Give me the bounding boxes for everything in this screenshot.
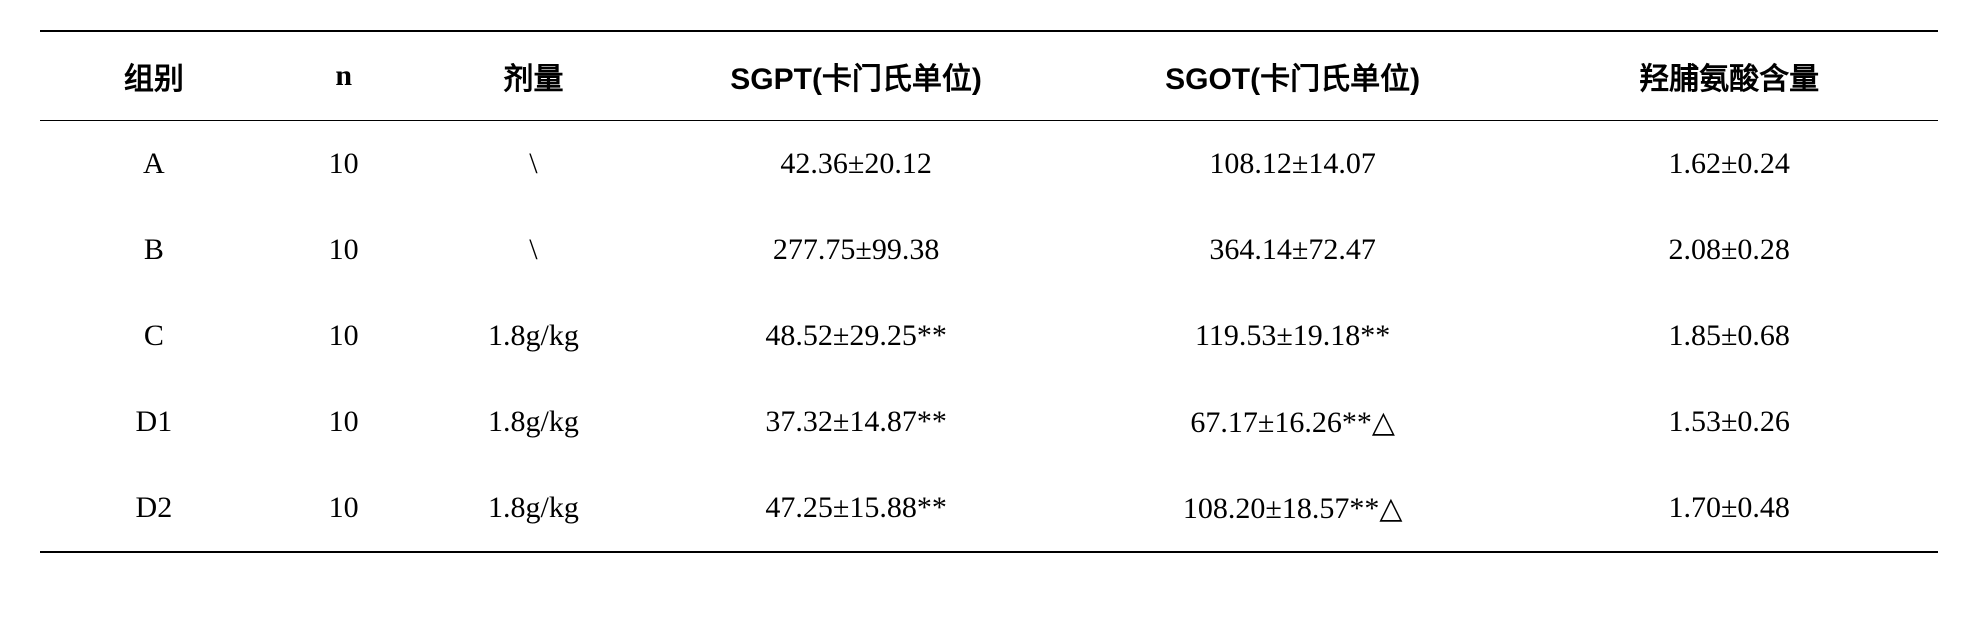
cell-hyp: 2.08±0.28 xyxy=(1520,207,1938,293)
cell-dose: 1.8g/kg xyxy=(420,293,648,379)
cell-sgot: 119.53±19.18** xyxy=(1065,293,1521,379)
col-header-hyp: 羟脯氨酸含量 xyxy=(1520,31,1938,121)
table-row: C 10 1.8g/kg 48.52±29.25** 119.53±19.18*… xyxy=(40,293,1938,379)
col-header-sgot: SGOT(卡门氏单位) xyxy=(1065,31,1521,121)
cell-dose: 1.8g/kg xyxy=(420,379,648,465)
table-body: A 10 \ 42.36±20.12 108.12±14.07 1.62±0.2… xyxy=(40,121,1938,553)
table-row: D1 10 1.8g/kg 37.32±14.87** 67.17±16.26*… xyxy=(40,379,1938,465)
cell-group: A xyxy=(40,121,268,208)
cell-n: 10 xyxy=(268,293,420,379)
cell-dose: \ xyxy=(420,121,648,208)
table-row: B 10 \ 277.75±99.38 364.14±72.47 2.08±0.… xyxy=(40,207,1938,293)
cell-group: C xyxy=(40,293,268,379)
cell-sgot: 67.17±16.26**△ xyxy=(1065,379,1521,465)
col-header-n: n xyxy=(268,31,420,121)
cell-n: 10 xyxy=(268,379,420,465)
cell-sgot: 108.20±18.57**△ xyxy=(1065,465,1521,552)
cell-sgpt: 47.25±15.88** xyxy=(647,465,1065,552)
cell-sgpt: 37.32±14.87** xyxy=(647,379,1065,465)
cell-dose: \ xyxy=(420,207,648,293)
cell-sgot: 108.12±14.07 xyxy=(1065,121,1521,208)
data-table: 组别 n 剂量 SGPT(卡门氏单位) SGOT(卡门氏单位) 羟脯氨酸含量 A… xyxy=(40,30,1938,553)
cell-dose: 1.8g/kg xyxy=(420,465,648,552)
cell-n: 10 xyxy=(268,121,420,208)
col-header-sgpt: SGPT(卡门氏单位) xyxy=(647,31,1065,121)
cell-hyp: 1.62±0.24 xyxy=(1520,121,1938,208)
table-row: D2 10 1.8g/kg 47.25±15.88** 108.20±18.57… xyxy=(40,465,1938,552)
col-header-group: 组别 xyxy=(40,31,268,121)
table-header-row: 组别 n 剂量 SGPT(卡门氏单位) SGOT(卡门氏单位) 羟脯氨酸含量 xyxy=(40,31,1938,121)
cell-group: D2 xyxy=(40,465,268,552)
cell-sgpt: 277.75±99.38 xyxy=(647,207,1065,293)
col-header-dose: 剂量 xyxy=(420,31,648,121)
cell-sgpt: 48.52±29.25** xyxy=(647,293,1065,379)
cell-sgot: 364.14±72.47 xyxy=(1065,207,1521,293)
cell-hyp: 1.85±0.68 xyxy=(1520,293,1938,379)
cell-sgpt: 42.36±20.12 xyxy=(647,121,1065,208)
cell-group: B xyxy=(40,207,268,293)
cell-group: D1 xyxy=(40,379,268,465)
cell-n: 10 xyxy=(268,207,420,293)
cell-hyp: 1.70±0.48 xyxy=(1520,465,1938,552)
cell-n: 10 xyxy=(268,465,420,552)
table-row: A 10 \ 42.36±20.12 108.12±14.07 1.62±0.2… xyxy=(40,121,1938,208)
cell-hyp: 1.53±0.26 xyxy=(1520,379,1938,465)
